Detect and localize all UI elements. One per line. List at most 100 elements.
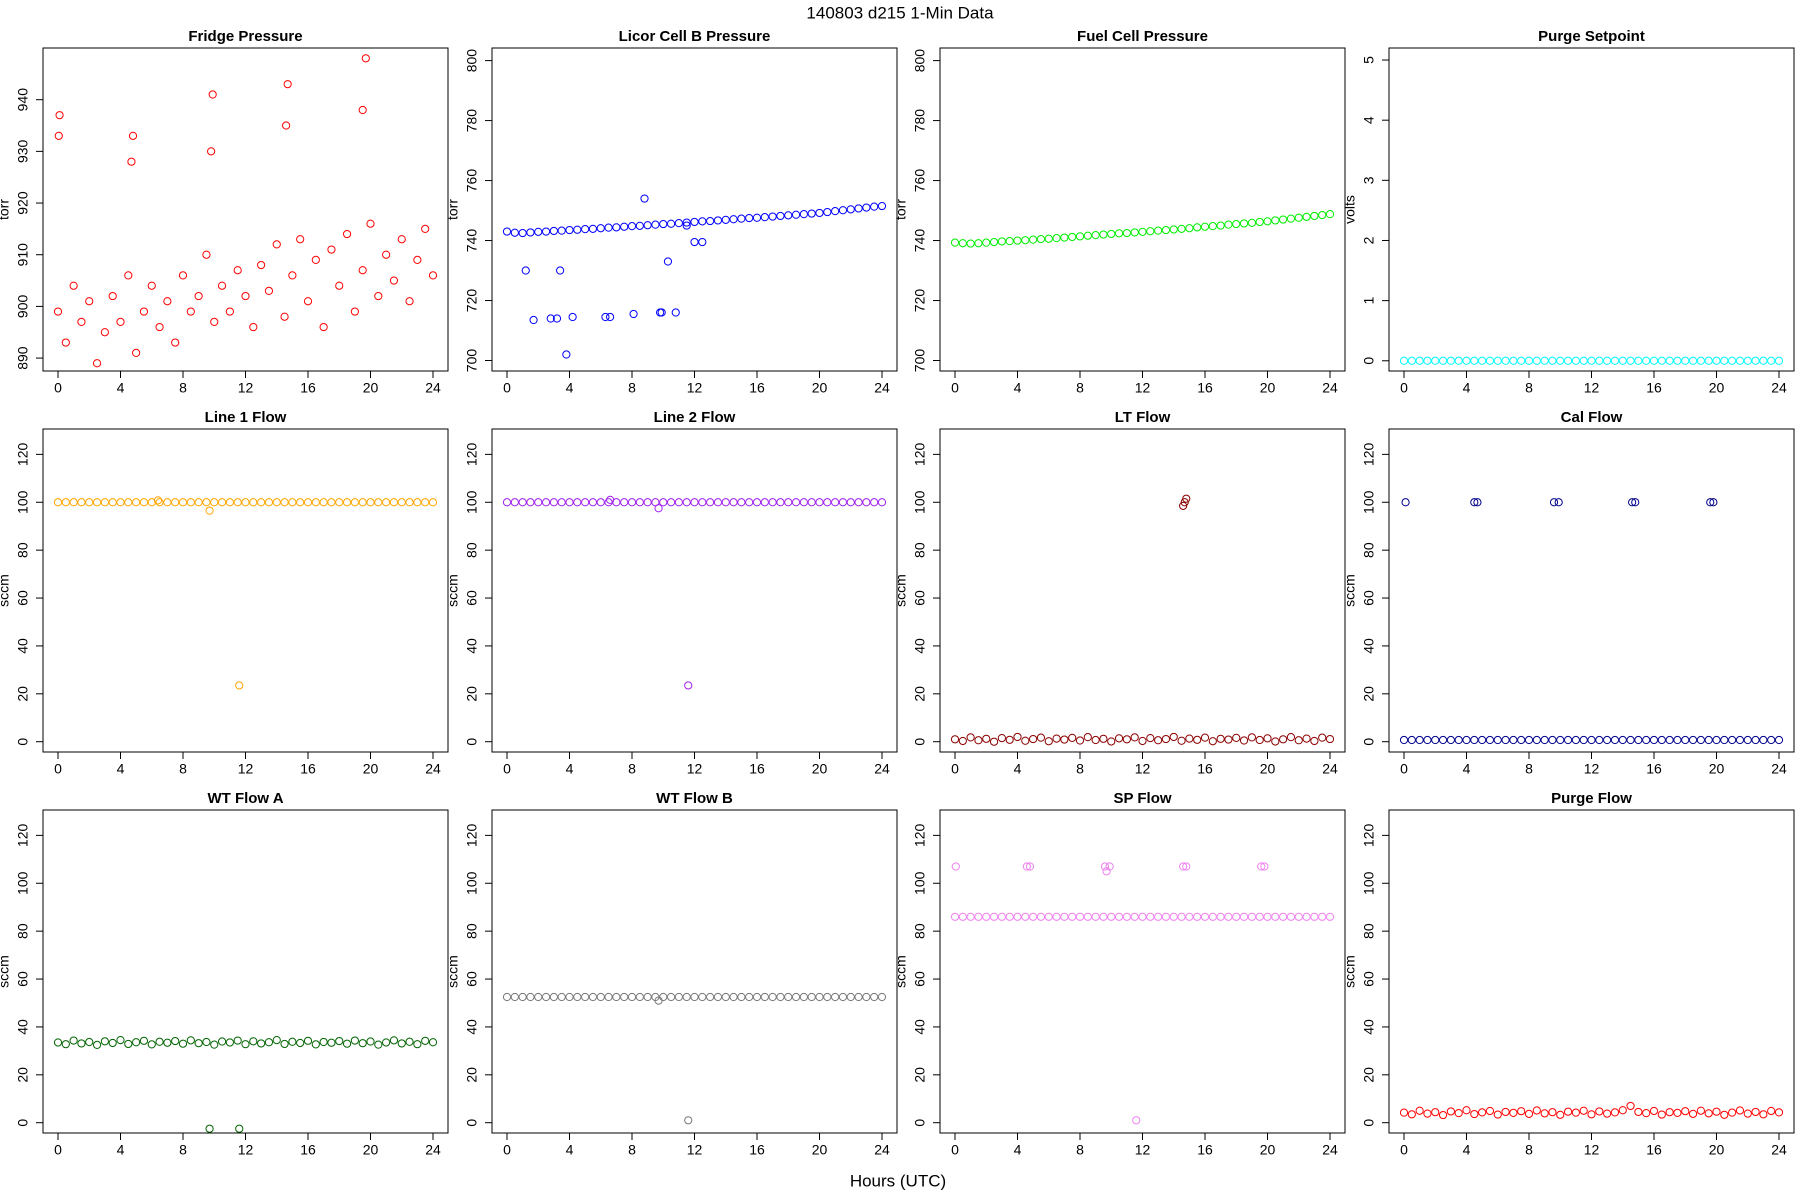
y-tick-label: 0 [15,738,31,746]
y-tick-label: 940 [15,88,31,112]
data-point [296,235,305,244]
data-point [108,1038,117,1048]
data-point [1146,227,1155,236]
data-point [1571,356,1580,365]
data-point [1286,214,1296,223]
y-tick-label: 0 [464,1119,480,1127]
y-tick-label: 120 [1361,442,1377,466]
data-point [1767,1106,1776,1116]
data-point [85,498,94,507]
y-axis-label: sccm [893,955,909,988]
data-point [1318,912,1327,921]
data-point [389,498,399,507]
data-point [405,297,414,306]
data-point [1154,736,1163,745]
panel-title: Fuel Cell Pressure [1077,28,1208,45]
data-point [264,1038,274,1047]
x-tick-label: 12 [687,761,703,777]
data-point [1626,1101,1635,1111]
data-point [768,992,777,1002]
data-point [288,271,297,280]
data-point [1036,733,1046,742]
plot-frame [1388,428,1795,753]
data-point [1247,912,1256,921]
data-point [713,992,723,1002]
data-point [210,498,219,507]
data-point [1107,737,1116,746]
data-point [1415,356,1424,365]
data-point [799,498,808,507]
data-point [1532,356,1541,365]
x-tick-label: 20 [1260,380,1276,396]
x-tick-label: 12 [238,380,254,396]
y-tick-label: 0 [912,1119,928,1127]
y-tick-label: 5 [1361,56,1377,64]
data-point [1728,356,1737,365]
data-point [92,498,102,507]
data-point [1216,221,1225,230]
data-point [823,207,832,217]
data-point [171,498,180,507]
data-point [627,498,637,507]
data-point [1704,735,1713,745]
data-point [518,992,527,1002]
data-point [1044,912,1053,921]
y-tick-label: 930 [15,139,31,163]
panel: Line 2 Flow sccm 0 4 8 12 16 20 24 0 20 40 60 80 100 12… [445,409,898,777]
x-tick-label: 16 [300,761,316,777]
data-point [153,496,163,505]
data-point [1532,735,1541,745]
x-tick-label: 4 [117,1142,125,1158]
data-point [760,213,769,222]
data-point [776,498,785,507]
data-point [1673,735,1682,745]
data-point [666,992,676,1002]
data-point [671,308,680,317]
y-tick-label: 720 [464,289,480,313]
data-point [974,736,983,745]
data-point [405,498,414,507]
x-tick-label: 16 [1197,380,1213,396]
data-point [1446,1107,1455,1116]
x-tick-label: 4 [566,761,574,777]
data-point [1193,223,1202,232]
data-point [690,217,699,227]
data-point [397,1039,406,1048]
panel-title: Purge Setpoint [1538,28,1645,45]
data-point [831,992,840,1002]
data-point [1673,1108,1682,1117]
data-point [1548,735,1557,745]
data-point [713,498,723,507]
y-tick-label: 720 [912,289,928,313]
data-point [1025,862,1035,871]
y-tick-label: 890 [15,346,31,370]
data-point [1161,734,1171,744]
data-point [663,257,673,266]
plot-frame [939,428,1346,753]
data-point [61,338,70,347]
data-point [233,498,242,507]
data-point [389,1036,399,1045]
y-tick-label: 100 [464,490,480,514]
y-tick-label: 20 [15,686,31,702]
data-point [1470,356,1479,365]
data-point [518,228,527,238]
data-point [1036,912,1046,921]
x-tick-label: 16 [300,380,316,396]
data-point [729,992,738,1002]
data-point [128,131,138,140]
panel: WT Flow A sccm 0 4 8 12 16 20 24 0 20 40 60 80 100 120 [0,790,449,1158]
data-point [1454,356,1463,365]
data-point [565,498,574,507]
data-point [1200,733,1210,742]
data-point [1154,226,1163,235]
y-tick-label: 800 [912,49,928,73]
data-point [635,992,644,1002]
plot-frame [42,47,449,372]
data-point [1325,912,1335,921]
data-point [682,498,691,507]
panel-title: Cal Flow [1561,409,1623,426]
data-point [682,992,691,1002]
data-point [1649,356,1659,365]
data-point [264,498,274,507]
